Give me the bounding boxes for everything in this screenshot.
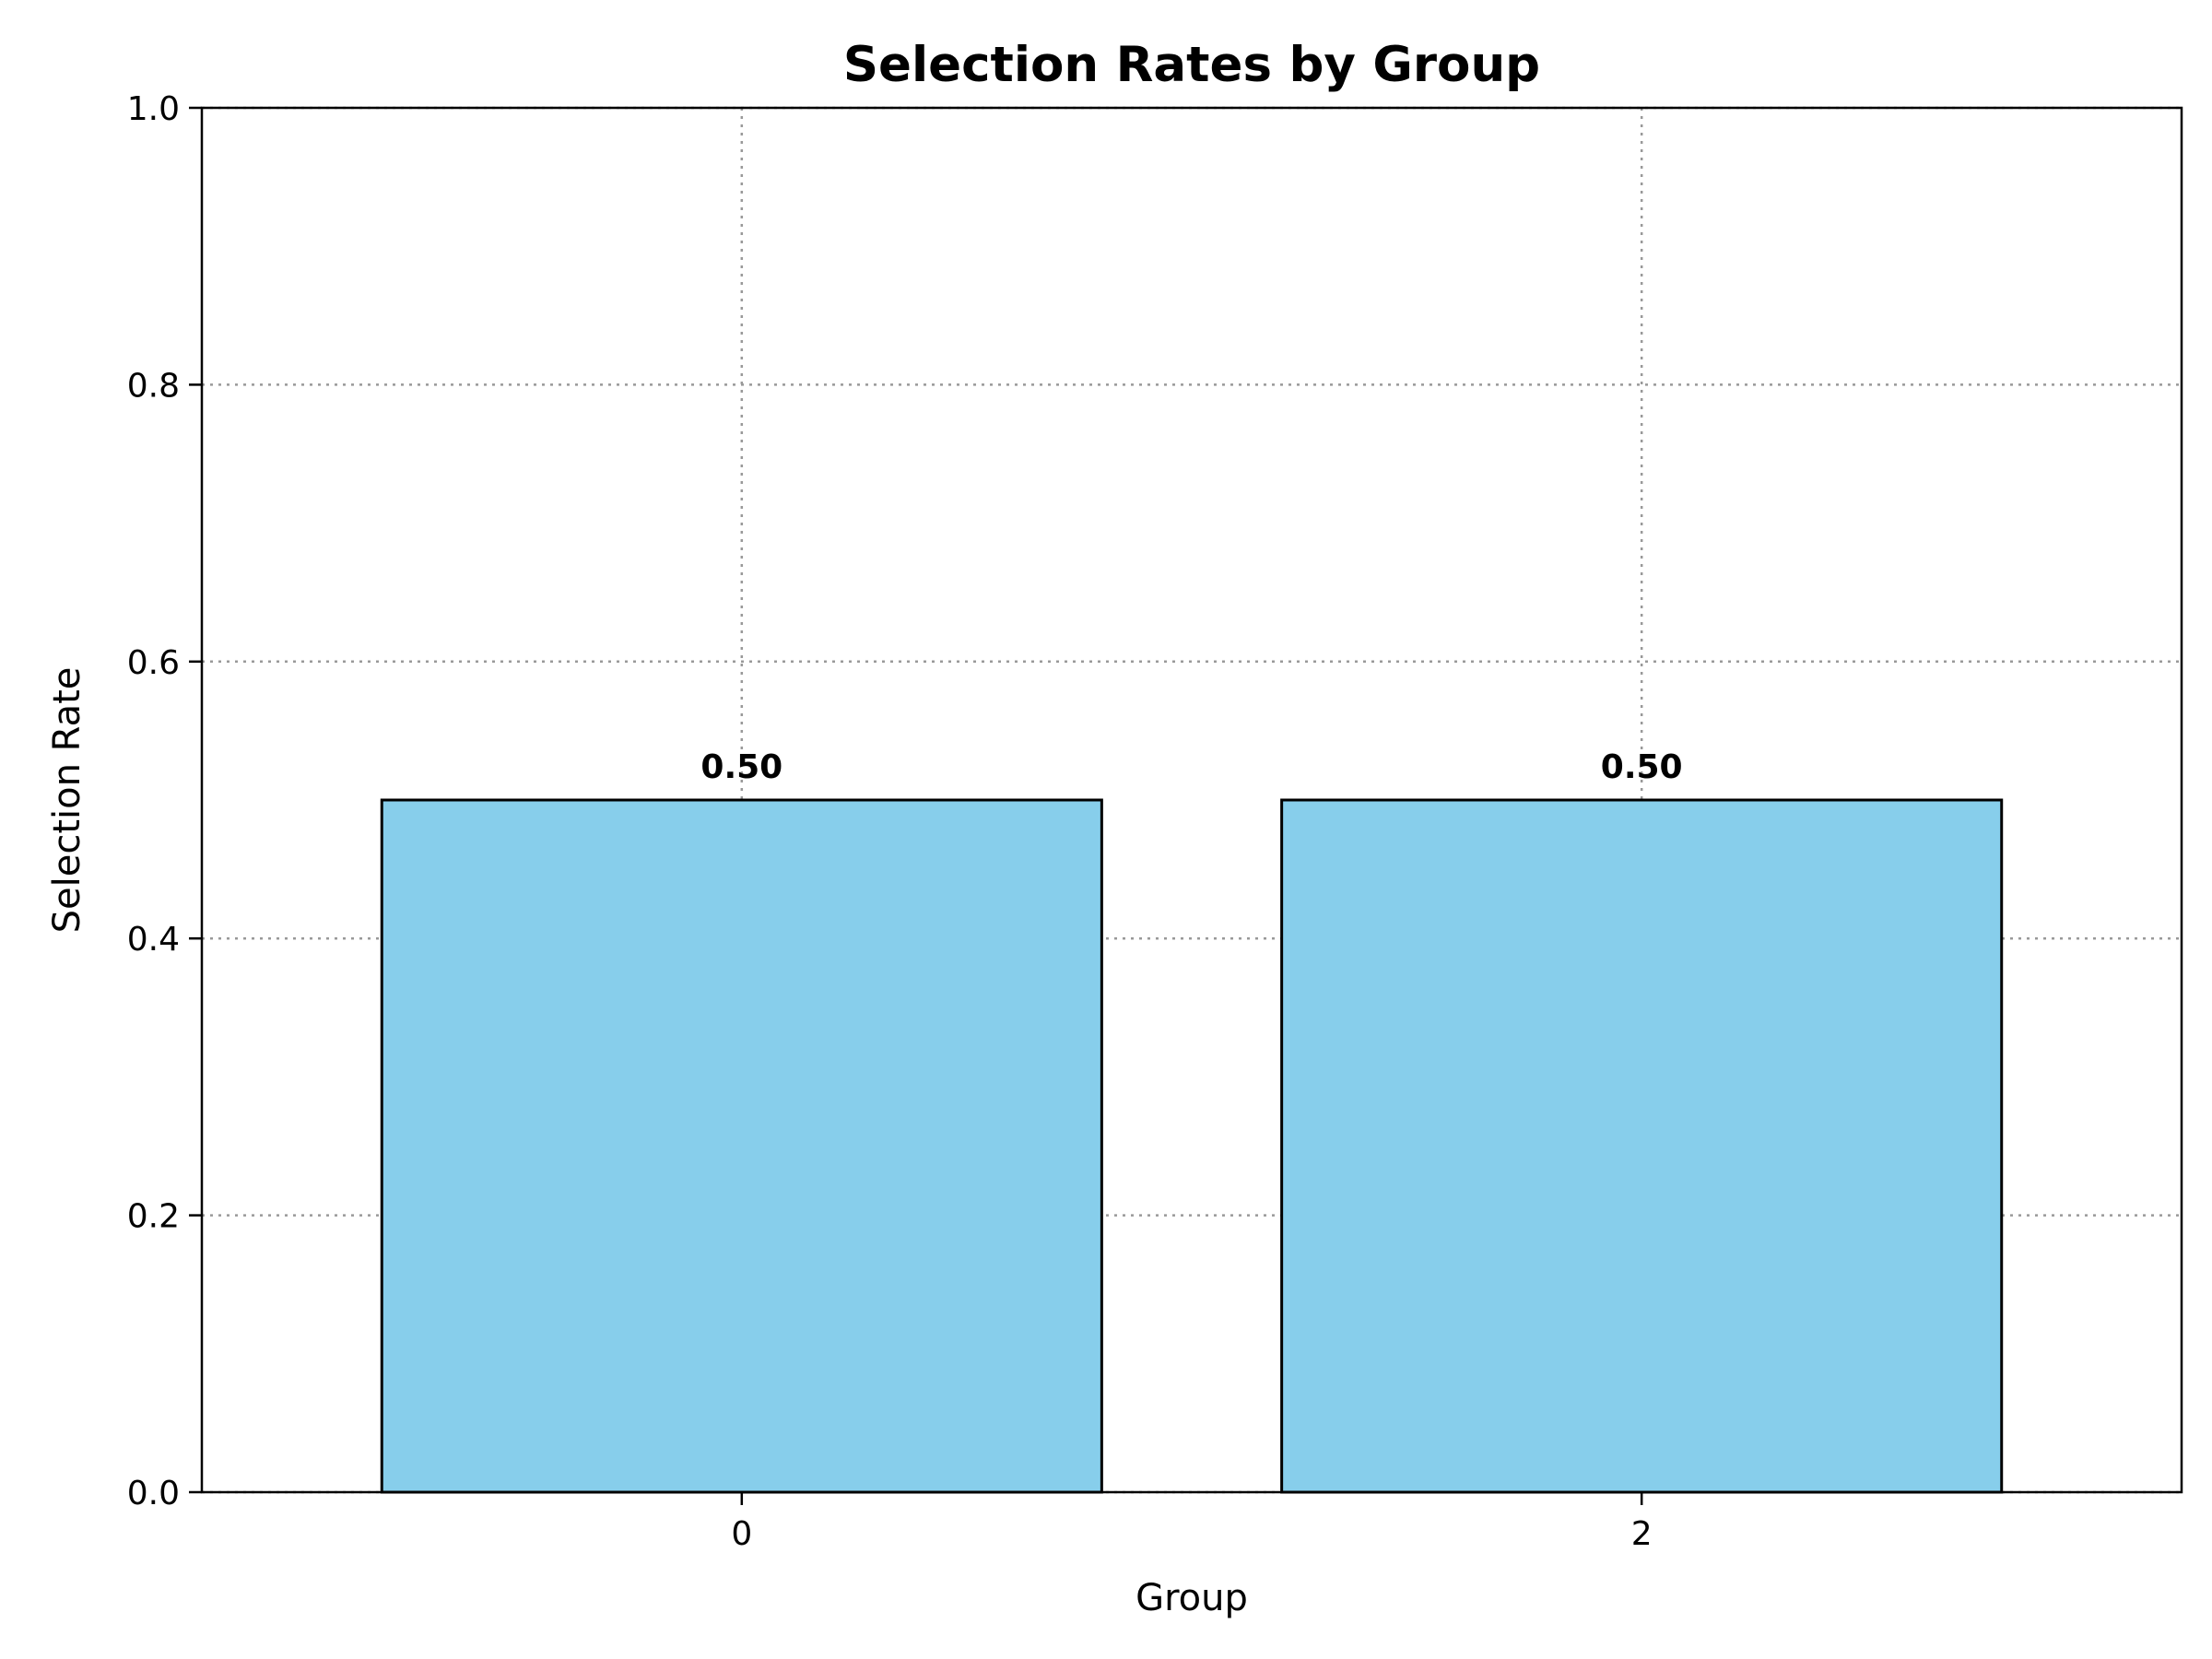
x-tick-label: 0 — [731, 1515, 752, 1553]
y-tick-label: 0.2 — [127, 1198, 180, 1236]
y-tick-label: 0.6 — [127, 644, 180, 682]
bar-group-2 — [1280, 798, 2004, 1494]
data-labels: 0.50 0.50 — [700, 748, 1682, 786]
y-tick-label: 0.8 — [127, 367, 180, 405]
y-tick-label: 0.0 — [127, 1475, 180, 1512]
chart-title: Selection Rates by Group — [843, 37, 1540, 93]
bars — [380, 798, 2004, 1494]
data-label: 0.50 — [1601, 748, 1683, 786]
x-axis-label: Group — [1135, 1577, 1248, 1619]
y-tick-label: 1.0 — [127, 90, 180, 128]
y-axis-label: Selection Rate — [46, 667, 88, 934]
plot-frame — [200, 106, 2183, 1494]
data-label: 0.50 — [700, 748, 782, 786]
bar-group-0 — [380, 798, 1103, 1494]
axis-ticks: 0.0 0.2 0.4 0.6 0.8 1.0 0 2 — [127, 90, 1653, 1553]
y-tick-label: 0.4 — [127, 921, 180, 959]
x-tick-label: 2 — [1631, 1515, 1653, 1553]
